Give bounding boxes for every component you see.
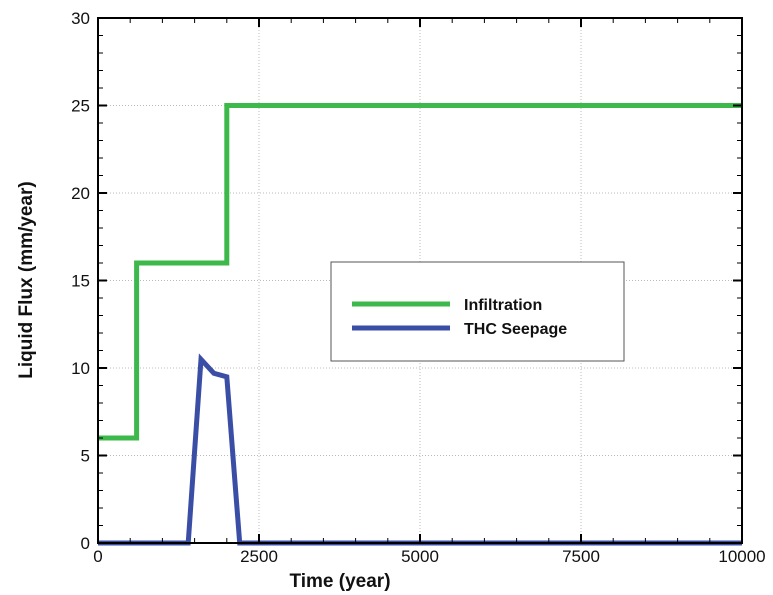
y-tick-label: 5 (81, 447, 90, 466)
y-tick-label: 20 (71, 184, 90, 203)
y-tick-label: 0 (81, 534, 90, 553)
axis-ticks: 0 2500 5000 7500 10000 0 5 10 15 20 25 30 (71, 9, 766, 566)
x-tick-label: 7500 (562, 547, 600, 566)
x-tick-label: 0 (93, 547, 102, 566)
y-tick-label: 25 (71, 97, 90, 116)
y-axis-title: Liquid Flux (mm/year) (16, 181, 37, 378)
x-tick-label: 5000 (401, 547, 439, 566)
y-tick-label: 30 (71, 9, 90, 28)
y-tick-label: 15 (71, 272, 90, 291)
x-tick-label: 2500 (240, 547, 278, 566)
legend: Infiltration THC Seepage (330, 261, 625, 362)
legend-box (330, 261, 625, 362)
y-tick-label: 10 (71, 359, 90, 378)
legend-label-thc-seepage: THC Seepage (464, 321, 567, 338)
series-line-infiltration (98, 103, 742, 441)
x-tick-label: 10000 (718, 547, 765, 566)
x-axis-title: Time (year) (289, 571, 390, 592)
legend-label-infiltration: Infiltration (464, 297, 542, 314)
